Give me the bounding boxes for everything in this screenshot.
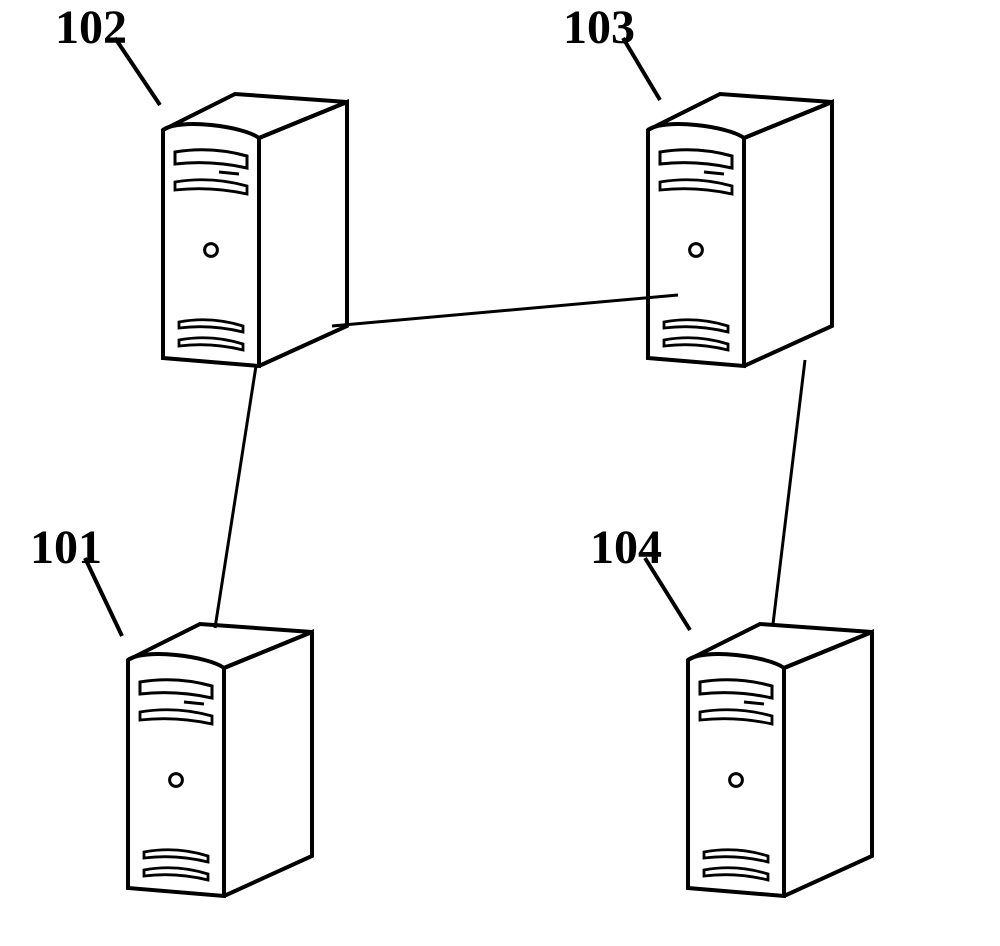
vent-2 xyxy=(664,338,728,350)
tower-top xyxy=(688,624,872,668)
node-n103 xyxy=(648,94,832,366)
vent-2 xyxy=(144,868,208,880)
drive-bay-1 xyxy=(660,150,732,168)
drive-bay-1-eject xyxy=(219,172,239,174)
tower-top xyxy=(648,94,832,138)
power-button-icon xyxy=(205,244,218,257)
power-button-icon xyxy=(170,774,183,787)
drive-bay-2 xyxy=(175,180,247,194)
label-n103: 103 xyxy=(563,0,635,55)
vent-1 xyxy=(664,320,728,332)
vent-1 xyxy=(144,850,208,862)
tower-side xyxy=(744,102,832,366)
vent-1 xyxy=(179,320,243,332)
drive-bay-2 xyxy=(660,180,732,194)
node-n102 xyxy=(163,94,347,366)
edge-n102-n103 xyxy=(332,295,678,326)
tower-top xyxy=(163,94,347,138)
drive-bay-1-eject xyxy=(184,702,204,704)
label-n102: 102 xyxy=(55,0,127,55)
tower-side xyxy=(224,632,312,896)
drive-bay-1 xyxy=(175,150,247,168)
drive-bay-1 xyxy=(700,680,772,698)
drive-bay-2 xyxy=(700,710,772,724)
tower-side xyxy=(784,632,872,896)
network-diagram xyxy=(0,0,1000,946)
power-button-icon xyxy=(730,774,743,787)
drive-bay-1-eject xyxy=(744,702,764,704)
vent-1 xyxy=(704,850,768,862)
power-button-icon xyxy=(690,244,703,257)
node-n101 xyxy=(128,624,312,896)
label-n101: 101 xyxy=(30,520,102,575)
edge-n103-n104 xyxy=(773,360,805,624)
vent-2 xyxy=(704,868,768,880)
drive-bay-1 xyxy=(140,680,212,698)
node-n104 xyxy=(688,624,872,896)
edge-n101-n102 xyxy=(215,366,256,628)
label-n104: 104 xyxy=(590,520,662,575)
tower-top xyxy=(128,624,312,668)
drive-bay-1-eject xyxy=(704,172,724,174)
drive-bay-2 xyxy=(140,710,212,724)
nodes xyxy=(128,94,872,896)
vent-2 xyxy=(179,338,243,350)
